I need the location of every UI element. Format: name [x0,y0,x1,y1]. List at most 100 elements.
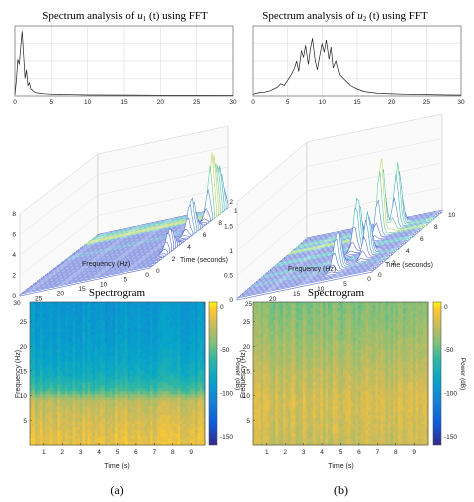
spec2-cell [303,355,306,360]
spec1-cell [40,346,43,351]
spec1-cell [172,334,176,339]
spec1-cell [102,439,106,443]
spec1-cell [95,334,98,339]
spec1-cell [120,400,123,404]
spec1-cell [40,337,43,342]
spec2-cell [275,355,279,360]
spec1-cell [122,400,126,404]
spec1-cell [162,412,166,416]
spec2-cell [278,376,281,380]
spec1-cell [195,361,198,365]
spec1-cell [57,328,61,333]
spec1-cell [132,394,136,398]
spec2-cell [253,421,256,425]
spec1-cell [112,436,116,440]
spec1-cell [180,412,183,416]
spec2-cell [263,391,266,395]
spec2-cell [293,313,296,318]
spec1-cell [60,310,63,315]
fft-axes-frame-2 [252,25,462,97]
spec1-cell [165,346,168,351]
spec2-cell [318,302,321,306]
spec2-cell [268,302,271,306]
spec1-cell [65,412,68,416]
spec1-cell [107,382,111,386]
spec2-cell [300,337,304,342]
spec1-cell [192,391,196,395]
spec1-cell [120,379,123,383]
spec2-cell [258,409,261,413]
spec1-cell [42,397,46,401]
spec1-cell [137,322,141,327]
spec1-cell [80,388,83,392]
spec2-cell [298,415,301,419]
spec1-cell [135,406,138,410]
spec2-cell [323,409,326,413]
spec1-cell [40,340,43,345]
spec1-cell [132,358,136,362]
spec1-cell [140,394,143,398]
spec1-cell [192,385,196,389]
spec1-cell [117,364,121,368]
spec2-cell [268,385,271,389]
spec2-cell [275,361,279,365]
spec1-cell [90,385,93,389]
spec1-cell [55,391,58,395]
spectrogram-cells-1 [30,302,206,446]
spec1-cell [120,403,123,407]
spec1-cell [140,409,143,413]
spec2-cell [320,358,324,362]
spec1-cell [30,304,33,309]
spec2-cell [315,322,319,327]
spec1-cell [157,370,161,374]
spec1-cell [97,436,101,440]
spec1-cell [50,319,53,324]
spec1-cell [45,334,48,339]
spec1-cell [150,406,153,410]
spec1-cell [137,406,141,410]
spec2-cell [265,427,269,431]
spec1-cell [50,307,53,312]
spec1-cell [85,349,88,354]
spec1-cell [57,355,61,360]
spec1-cell [95,430,98,434]
spec1-cell [75,391,78,395]
spec2-cell [300,370,304,374]
spec1-cell [122,343,126,348]
spec1-cell [180,310,183,315]
spec1-cell [60,373,63,377]
spec1-cell [180,322,183,327]
spec1-cell [202,370,206,374]
spec1-cell [195,409,198,413]
spec1-cell [147,304,151,309]
spec1-cell [30,361,33,365]
spec2-cell [288,364,291,368]
spec1-cell [40,433,43,437]
spec1-cell [57,313,61,318]
fft2-x-tick-label: 15 [353,99,361,106]
spec1-cell [55,322,58,327]
spec2-cell [285,424,289,428]
fft2-x-tick-label: 5 [286,99,290,106]
spec1-cell [85,376,88,380]
spec1-cell [187,361,191,365]
spec1-cell [42,361,46,365]
spec1-cell [192,430,196,434]
spec1-cell [202,400,206,404]
spec2-cell [295,364,299,368]
spec1-cell [195,334,198,339]
spec1-cell [150,331,153,336]
spec2-cell [290,319,294,324]
spec1-cell [142,421,146,425]
spec2-cell [263,388,266,392]
spec2-cell [283,433,286,437]
spec1-cell [147,400,151,404]
spec2-cell [265,424,269,428]
spec1-cell [192,349,196,354]
spec1-cell [32,328,36,333]
spec1-cell [32,391,36,395]
spec1-cell [177,358,181,362]
spec2-cell [290,403,294,407]
spec1-cell [87,370,91,374]
